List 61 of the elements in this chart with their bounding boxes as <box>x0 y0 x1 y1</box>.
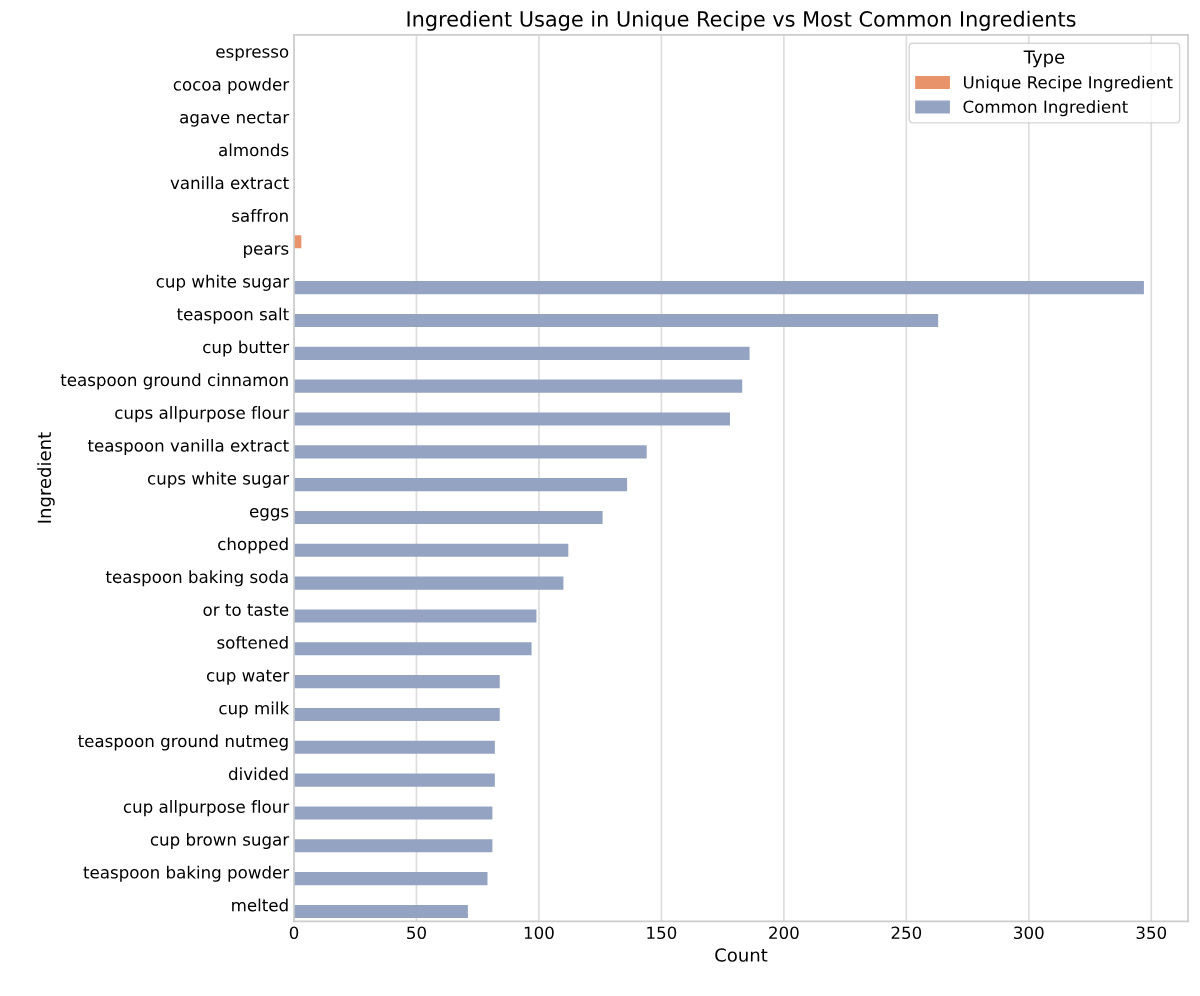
y-tick-label: teaspoon baking powder <box>83 865 290 882</box>
bar <box>294 281 1144 295</box>
bar <box>294 740 495 754</box>
y-tick-label: cups white sugar <box>147 471 290 488</box>
chart-title: Ingredient Usage in Unique Recipe vs Most Common Ingredients <box>407 10 1076 31</box>
x-tick-label: 200 <box>769 926 799 940</box>
bar <box>294 445 647 459</box>
x-axis-title: Count <box>715 948 768 962</box>
y-tick-label: teaspoon salt <box>177 307 289 324</box>
y-tick-label: vanilla extract <box>170 176 289 190</box>
y-tick-label: eggs <box>249 507 289 521</box>
x-tick-label: 50 <box>407 926 426 940</box>
bar <box>294 707 500 722</box>
y-tick-label: espresso <box>216 48 289 62</box>
x-tick-label: 150 <box>647 926 677 940</box>
y-axis-title: Ingredient <box>37 432 55 523</box>
bar <box>294 543 569 557</box>
x-tick-label: 100 <box>524 926 554 940</box>
bar <box>294 510 603 525</box>
y-tick-label: or to taste <box>203 604 289 616</box>
y-tick-label: softened <box>217 635 288 649</box>
y-tick-label: cocoa powder <box>173 77 290 94</box>
y-tick-label: cup butter <box>203 340 290 357</box>
bar <box>294 609 537 623</box>
y-tick-label: cup allpurpose flour <box>123 800 290 817</box>
y-tick-label: agave nectar <box>180 111 290 127</box>
y-tick-label: cup white sugar <box>156 274 290 291</box>
y-tick-label: teaspoon baking soda <box>105 570 288 587</box>
bar <box>294 675 500 689</box>
legend-title: Type <box>1023 50 1065 68</box>
bar <box>294 313 939 328</box>
y-tick-label: cups allpurpose flour <box>115 406 290 423</box>
bar <box>294 576 564 590</box>
legend-label: Unique Recipe Ingredient <box>963 75 1173 92</box>
y-tick-label: teaspoon ground nutmeg <box>78 734 288 751</box>
bar <box>294 839 493 853</box>
y-tick-label: cup water <box>206 669 290 685</box>
legend-label: Common Ingredient <box>963 100 1128 117</box>
bar <box>294 872 488 886</box>
bar <box>294 478 628 492</box>
y-tick-label: teaspoon ground cinnamon <box>60 373 288 390</box>
y-tick-label: melted <box>232 898 288 912</box>
bar <box>294 642 532 656</box>
y-tick-label: almonds <box>219 143 289 157</box>
y-tick-label: divided <box>228 767 288 781</box>
bar <box>294 773 495 787</box>
bar <box>294 346 750 360</box>
y-tick-label: teaspoon vanilla extract <box>87 438 289 456</box>
bar <box>294 412 730 426</box>
bar <box>294 904 468 919</box>
y-tick-label: saffron <box>232 209 288 222</box>
x-tick-label: 300 <box>1014 926 1044 940</box>
x-tick-label: 350 <box>1136 926 1167 940</box>
x-tick-label: 250 <box>891 926 922 940</box>
bar <box>294 806 493 820</box>
y-tick-label: cup brown sugar <box>150 832 290 850</box>
y-tick-label: cup milk <box>219 701 290 718</box>
bar <box>294 379 743 393</box>
y-tick-label: pears <box>244 245 289 259</box>
x-tick-label: 0 <box>289 926 299 940</box>
y-tick-label: chopped <box>218 537 288 554</box>
